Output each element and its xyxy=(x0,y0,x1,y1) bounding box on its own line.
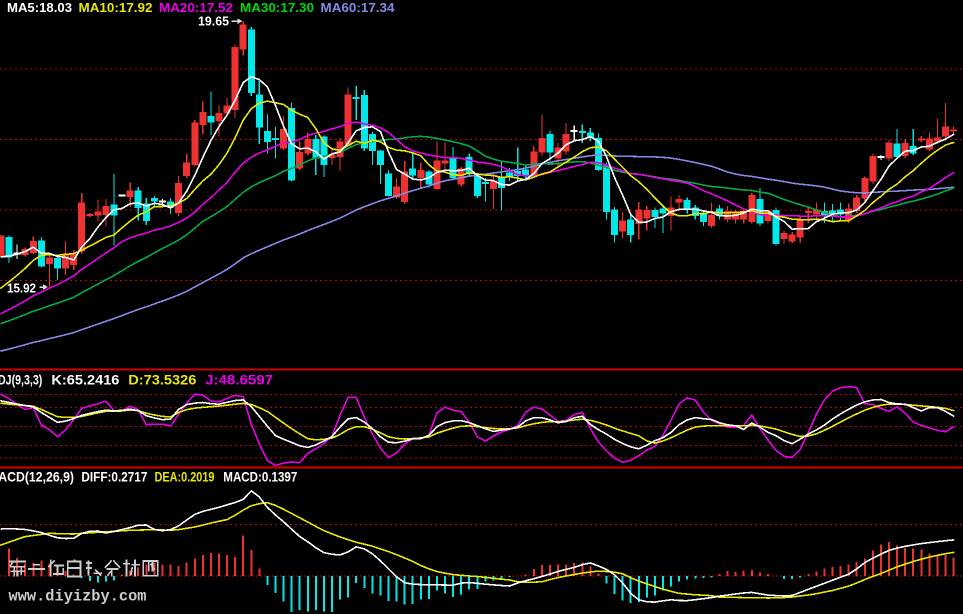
svg-text:J:48.6597: J:48.6597 xyxy=(205,373,273,388)
svg-text:MA5:18.03: MA5:18.03 xyxy=(7,0,72,15)
svg-text:15.92: 15.92 xyxy=(7,282,36,296)
svg-text:DEA:0.2019: DEA:0.2019 xyxy=(155,470,215,485)
svg-text:MA30:17.30: MA30:17.30 xyxy=(240,0,314,15)
svg-text:19.65: 19.65 xyxy=(198,15,229,29)
svg-text:MA60:17.34: MA60:17.34 xyxy=(321,0,396,15)
svg-text:KDJ(9,3,3): KDJ(9,3,3) xyxy=(0,373,42,388)
svg-text:K:65.2416: K:65.2416 xyxy=(51,373,120,388)
svg-text:MA20:17.52: MA20:17.52 xyxy=(159,0,233,15)
svg-text:MA10:17.92: MA10:17.92 xyxy=(79,0,153,15)
svg-text:MACD(12,26,9): MACD(12,26,9) xyxy=(0,470,74,485)
svg-text:D:73.5326: D:73.5326 xyxy=(128,373,197,388)
svg-text:www.diyizby.com: www.diyizby.com xyxy=(9,588,147,606)
svg-text:DIFF:0.2717: DIFF:0.2717 xyxy=(81,470,147,485)
svg-text:MACD:0.1397: MACD:0.1397 xyxy=(223,470,297,485)
